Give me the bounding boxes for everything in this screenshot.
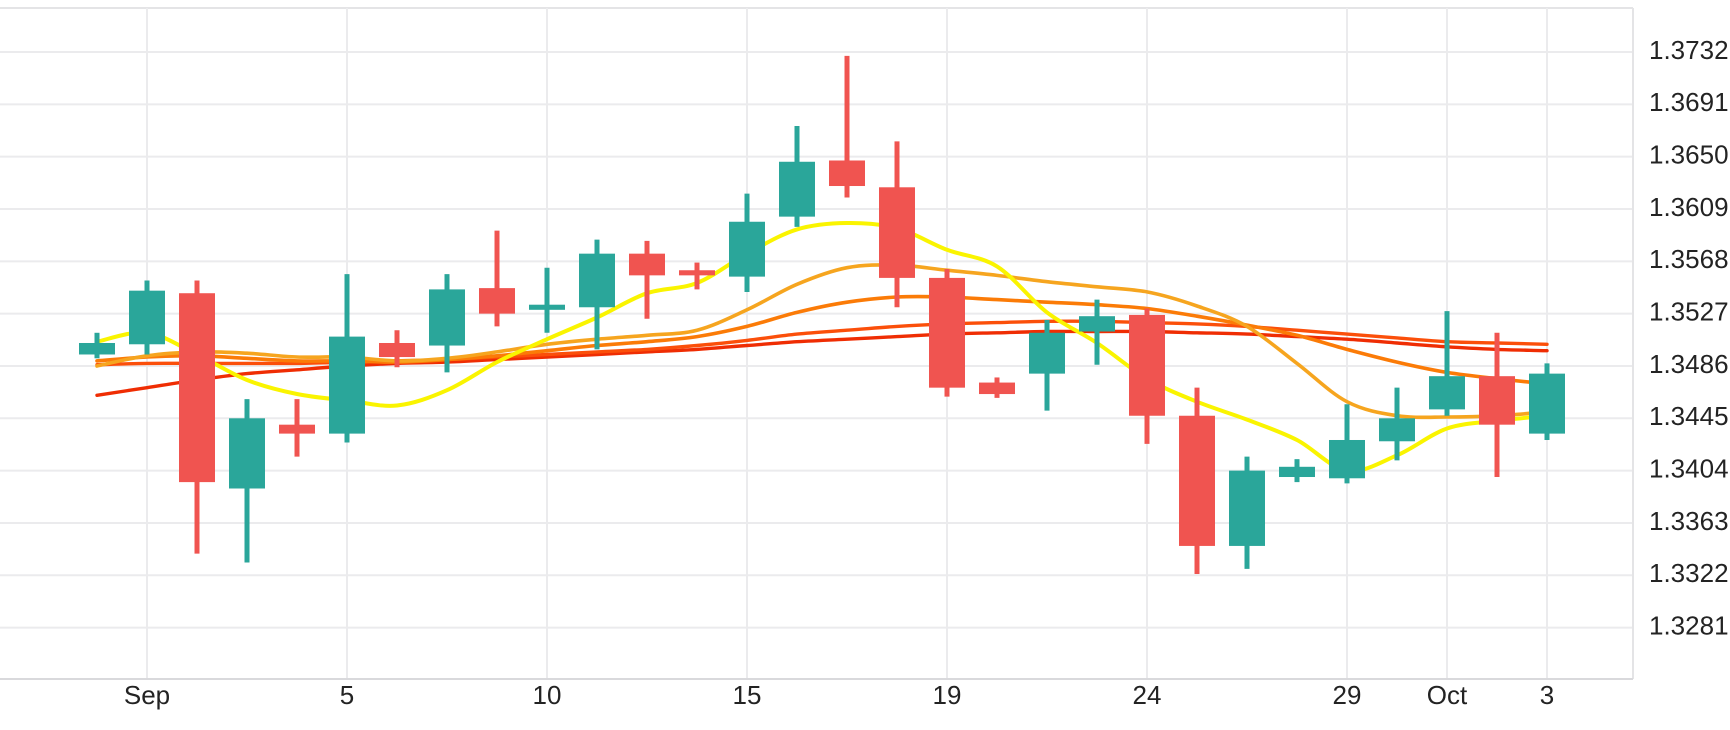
x-axis-label: Sep — [124, 680, 170, 710]
candle-body[interactable] — [1129, 314, 1165, 416]
candle-body[interactable] — [879, 187, 915, 278]
candle-body[interactable] — [229, 418, 265, 489]
y-axis-label: 1.3568 — [1649, 244, 1729, 274]
candle-body[interactable] — [1479, 376, 1515, 425]
x-axis-label: 15 — [733, 680, 762, 710]
ma-yellow-fast-line — [95, 220, 1549, 473]
x-axis-label: 5 — [340, 680, 354, 710]
y-axis-label: 1.3527 — [1649, 297, 1729, 327]
candle-body[interactable] — [129, 290, 165, 345]
candle-body[interactable] — [979, 382, 1015, 395]
x-axis-label: 3 — [1540, 680, 1554, 710]
candle-body[interactable] — [1079, 316, 1115, 332]
candle-body[interactable] — [729, 221, 765, 277]
candle-body[interactable] — [829, 160, 865, 187]
x-axis-label: Oct — [1427, 680, 1468, 710]
y-axis-label: 1.3609 — [1649, 192, 1729, 222]
y-axis-label: 1.3363 — [1649, 506, 1729, 536]
y-axis-label: 1.3322 — [1649, 558, 1729, 588]
y-axis-label: 1.3404 — [1649, 454, 1729, 484]
candle-body[interactable] — [479, 288, 515, 314]
x-axis-label: 29 — [1333, 680, 1362, 710]
candle-body[interactable] — [1029, 332, 1065, 374]
y-axis-label: 1.3732 — [1649, 35, 1729, 65]
candle-body[interactable] — [1229, 470, 1265, 546]
candle-body[interactable] — [1279, 466, 1315, 478]
candle-body[interactable] — [329, 336, 365, 434]
candle-body[interactable] — [779, 161, 815, 217]
x-axis-label: 10 — [533, 680, 562, 710]
candle-body[interactable] — [429, 289, 465, 346]
y-axis-label: 1.3691 — [1649, 87, 1729, 117]
candle-body[interactable] — [929, 277, 965, 388]
candle-body[interactable] — [579, 253, 615, 308]
candle-body[interactable] — [1529, 373, 1565, 434]
candle-body[interactable] — [629, 253, 665, 276]
x-axis-label: 24 — [1133, 680, 1162, 710]
candle-body[interactable] — [679, 270, 715, 276]
y-axis-label: 1.3281 — [1649, 610, 1729, 640]
candle-body[interactable] — [1179, 415, 1215, 546]
y-axis-label: 1.3486 — [1649, 349, 1729, 379]
candle-body[interactable] — [1379, 418, 1415, 442]
y-axis-label: 1.3650 — [1649, 140, 1729, 170]
candle-body[interactable] — [379, 342, 415, 358]
candle-body[interactable] — [79, 342, 115, 355]
candle-body[interactable] — [179, 293, 215, 483]
candle-body[interactable] — [1429, 376, 1465, 410]
candle-body[interactable] — [1329, 439, 1365, 479]
candle-body[interactable] — [279, 424, 315, 434]
y-axis-label: 1.3445 — [1649, 401, 1729, 431]
x-axis-label: 19 — [933, 680, 962, 710]
candle-body[interactable] — [529, 304, 565, 310]
